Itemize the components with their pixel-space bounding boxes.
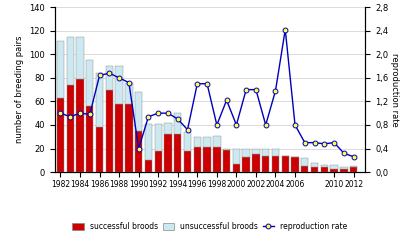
Bar: [262, 156, 269, 172]
Y-axis label: reproduction rate: reproduction rate: [391, 53, 399, 126]
Bar: [203, 137, 211, 147]
Bar: [125, 104, 133, 172]
reproduction rate: [341, 152, 346, 155]
Bar: [116, 66, 123, 104]
Line: reproduction rate: reproduction rate: [58, 27, 356, 159]
Bar: [252, 148, 260, 154]
Bar: [213, 136, 221, 147]
reproduction rate: [253, 88, 258, 91]
Bar: [331, 168, 338, 172]
Bar: [350, 166, 357, 167]
reproduction rate: [68, 115, 73, 118]
Bar: [301, 166, 308, 172]
Bar: [135, 131, 142, 172]
Bar: [145, 160, 152, 172]
Bar: [57, 41, 64, 98]
reproduction rate: [292, 124, 297, 126]
Bar: [184, 151, 191, 172]
Bar: [281, 156, 289, 172]
Bar: [125, 82, 133, 104]
reproduction rate: [165, 112, 171, 115]
reproduction rate: [263, 124, 268, 126]
Bar: [340, 167, 348, 168]
Bar: [233, 164, 240, 172]
reproduction rate: [146, 115, 151, 118]
Bar: [242, 157, 250, 172]
Bar: [311, 163, 318, 167]
reproduction rate: [332, 141, 337, 144]
reproduction rate: [117, 76, 122, 79]
Bar: [233, 148, 240, 164]
Bar: [301, 158, 308, 166]
reproduction rate: [156, 112, 161, 115]
Bar: [67, 37, 74, 85]
Bar: [116, 104, 123, 172]
Bar: [252, 154, 260, 172]
Bar: [164, 123, 172, 134]
Bar: [174, 134, 181, 172]
Bar: [272, 148, 279, 156]
reproduction rate: [224, 99, 229, 102]
reproduction rate: [126, 81, 131, 84]
Bar: [135, 92, 142, 131]
reproduction rate: [244, 88, 249, 91]
Bar: [57, 98, 64, 172]
reproduction rate: [78, 112, 83, 115]
reproduction rate: [205, 82, 210, 85]
Bar: [223, 148, 230, 150]
Bar: [184, 132, 191, 151]
reproduction rate: [322, 142, 327, 145]
reproduction rate: [234, 124, 239, 126]
reproduction rate: [107, 72, 112, 75]
reproduction rate: [97, 74, 102, 77]
Bar: [331, 165, 338, 168]
Bar: [145, 124, 152, 160]
reproduction rate: [195, 82, 200, 85]
Bar: [272, 156, 279, 172]
reproduction rate: [175, 118, 180, 120]
Bar: [262, 148, 269, 156]
Bar: [291, 157, 299, 172]
reproduction rate: [312, 141, 317, 144]
reproduction rate: [214, 124, 219, 126]
reproduction rate: [185, 128, 190, 131]
reproduction rate: [136, 147, 141, 150]
Bar: [106, 90, 113, 172]
reproduction rate: [273, 89, 278, 92]
Bar: [213, 147, 221, 172]
Bar: [96, 127, 103, 172]
Bar: [242, 148, 250, 157]
Bar: [174, 113, 181, 134]
Bar: [311, 167, 318, 172]
Bar: [164, 134, 172, 172]
Bar: [86, 60, 93, 106]
Bar: [76, 79, 84, 172]
reproduction rate: [351, 155, 356, 158]
Bar: [321, 165, 328, 167]
Bar: [194, 137, 201, 147]
Bar: [194, 147, 201, 172]
Bar: [76, 37, 84, 79]
Bar: [155, 124, 162, 151]
reproduction rate: [283, 28, 288, 31]
reproduction rate: [58, 112, 63, 115]
Y-axis label: number of breeding pairs: number of breeding pairs: [15, 36, 24, 143]
Bar: [86, 106, 93, 172]
Bar: [96, 73, 103, 127]
Bar: [321, 167, 328, 172]
reproduction rate: [87, 113, 92, 116]
Bar: [106, 66, 113, 90]
Bar: [340, 168, 348, 172]
Bar: [67, 85, 74, 172]
Bar: [203, 147, 211, 172]
Bar: [223, 150, 230, 172]
reproduction rate: [302, 141, 307, 144]
Bar: [155, 151, 162, 172]
Legend: successful broods, unsuccessful broods, reproduction rate: successful broods, unsuccessful broods, …: [69, 219, 351, 234]
Bar: [350, 167, 357, 172]
